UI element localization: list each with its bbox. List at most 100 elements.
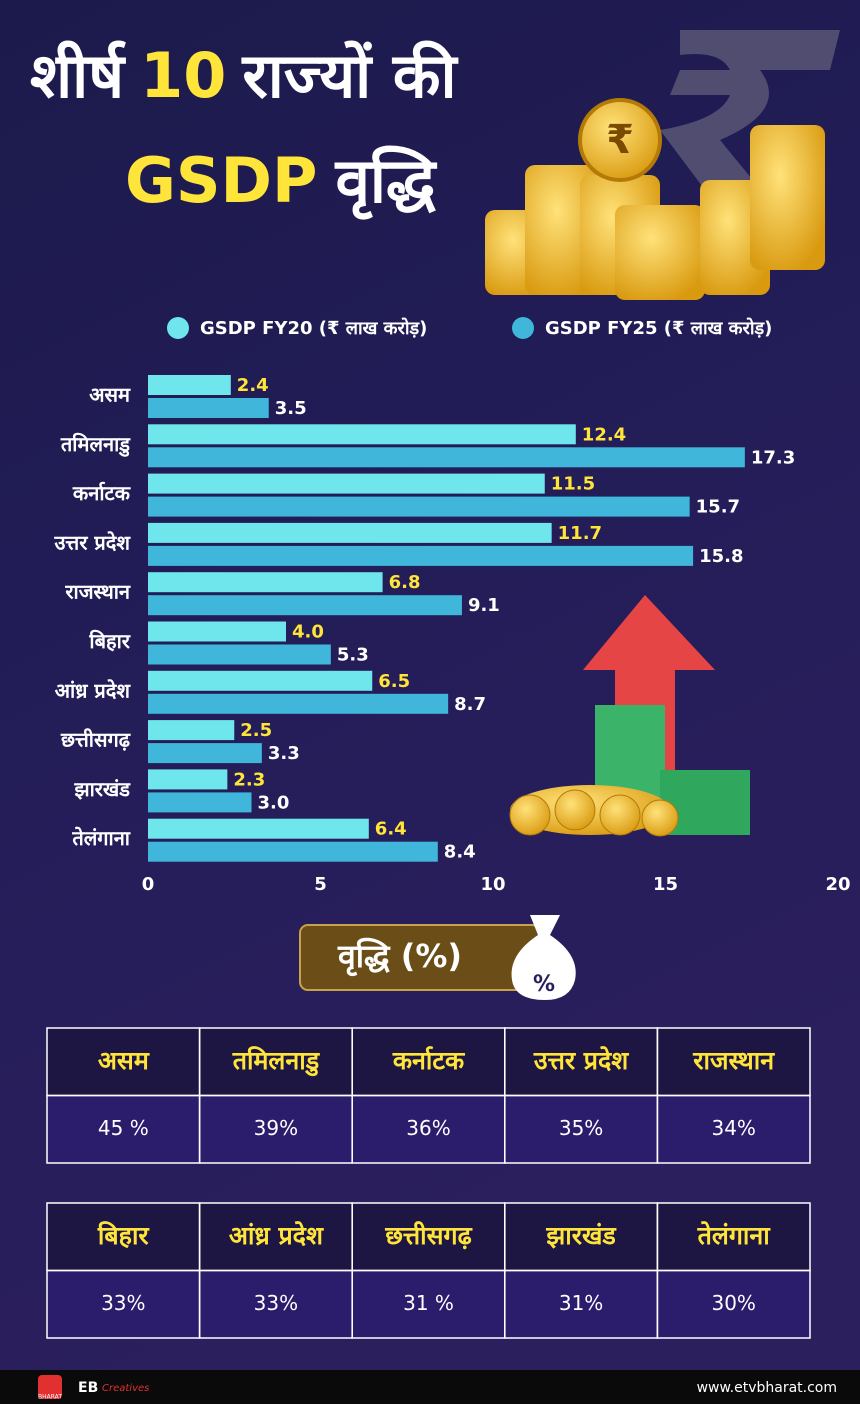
x-tick-label: 15 [653, 874, 678, 895]
title-part: 10 [140, 39, 226, 112]
y-tick-label: बिहार [88, 629, 130, 653]
table-header: तमिलनाडु [232, 1046, 321, 1077]
y-tick-label: तेलंगाना [71, 826, 130, 850]
bar [148, 496, 690, 517]
bar [148, 545, 694, 566]
logo-box [38, 1375, 62, 1399]
bar [148, 522, 552, 543]
title-part: वृद्धि [334, 144, 438, 220]
footer-brand-script: Creatives [102, 1383, 149, 1394]
value-label: 9.1 [468, 595, 500, 616]
logo-text: BHARAT [38, 1394, 62, 1401]
table-header-bg [47, 1203, 810, 1271]
y-tick-label: उत्तर प्रदेश [53, 530, 131, 554]
legend-swatch [512, 317, 534, 339]
legend-swatch [167, 317, 189, 339]
bar [148, 720, 235, 741]
table-header: कर्नाटक [392, 1046, 466, 1075]
bar [148, 447, 745, 468]
table-header: असम [98, 1046, 150, 1075]
table-value: 33% [101, 1291, 145, 1315]
table-value: 30% [711, 1291, 755, 1315]
value-label: 2.5 [240, 720, 272, 741]
bar [148, 473, 545, 494]
value-label: 15.7 [696, 497, 740, 518]
value-label: 2.4 [237, 375, 269, 396]
y-tick-label: कर्नाटक [72, 481, 132, 505]
table-value: 39% [254, 1116, 298, 1140]
y-tick-label: असम [89, 383, 131, 407]
legend-label: GSDP FY20 (₹ लाख करोड़) [200, 317, 427, 339]
value-label: 4.0 [292, 622, 324, 643]
legend-label: GSDP FY25 (₹ लाख करोड़) [545, 317, 772, 339]
coin-decoration: ₹ [485, 30, 840, 300]
x-tick-label: 10 [480, 874, 505, 895]
value-label: 11.5 [551, 474, 595, 495]
table-value: 36% [406, 1116, 450, 1140]
title-line-1: शीर्ष 10 राज्यों की [30, 39, 458, 112]
bar [148, 398, 269, 418]
bar [148, 693, 449, 714]
y-tick-label: तमिलनाडु [60, 432, 131, 457]
value-label: 5.3 [337, 645, 369, 666]
title-line-2: GSDP वृद्धि [125, 144, 438, 220]
value-label: 3.5 [275, 398, 307, 419]
value-label: 6.8 [389, 572, 421, 593]
value-label: 11.7 [558, 523, 602, 544]
bar [148, 424, 576, 445]
title-part: राज्यों की [241, 39, 458, 112]
value-label: 3.0 [258, 792, 290, 813]
bar [148, 621, 286, 642]
growth-title: वृद्धि (%) [337, 937, 462, 977]
bar [148, 595, 462, 616]
title-part: शीर्ष [30, 39, 126, 112]
value-label: 17.3 [751, 447, 795, 468]
value-label: 8.7 [454, 694, 486, 715]
bar [148, 644, 331, 665]
table-value: 33% [254, 1291, 298, 1315]
bar [148, 670, 373, 691]
table-header: राजस्थान [692, 1046, 775, 1075]
value-label: 15.8 [699, 546, 743, 567]
table-cell [656, 1269, 811, 1339]
value-label: 3.3 [268, 743, 300, 764]
table-header: छत्तीसगढ़ [384, 1221, 472, 1250]
table-header-bg [47, 1028, 810, 1096]
table-value-bg [47, 1095, 810, 1163]
bar [148, 743, 262, 764]
y-tick-label: झारखंड [73, 777, 131, 801]
table-cell [656, 1094, 811, 1164]
y-tick-label: आंध्र प्रदेश [55, 678, 132, 702]
table-value: 31 % [403, 1291, 454, 1315]
svg-text:%: % [533, 972, 555, 997]
y-tick-label: छत्तीसगढ़ [60, 728, 131, 752]
bar [148, 572, 383, 593]
bar [148, 818, 369, 839]
footer-brand: EB [78, 1380, 98, 1396]
money-bag-icon: % [511, 915, 576, 1000]
bar [148, 375, 231, 395]
table-header: तेलंगाना [697, 1221, 772, 1250]
bar [148, 792, 252, 813]
value-label: 8.4 [444, 842, 476, 863]
arrow-decoration [509, 595, 750, 837]
table-value-bg [47, 1270, 810, 1338]
value-label: 12.4 [582, 424, 626, 445]
table-header: उत्तर प्रदेश [533, 1046, 629, 1075]
title-part: GSDP [125, 144, 317, 217]
table-header: झारखंड [545, 1221, 617, 1250]
x-tick-label: 0 [142, 874, 155, 895]
footer-website: www.etvbharat.com [697, 1380, 837, 1396]
table-value: 35% [559, 1116, 603, 1140]
value-label: 6.5 [378, 671, 410, 692]
bar [148, 769, 228, 790]
value-label: 6.4 [375, 819, 407, 840]
table-header: बिहार [97, 1221, 151, 1250]
x-tick-label: 20 [825, 874, 850, 895]
table-value: 45 % [98, 1116, 149, 1140]
footer-bar [0, 1370, 860, 1404]
x-tick-label: 5 [314, 874, 327, 895]
table-header: आंध्र प्रदेश [229, 1221, 324, 1250]
